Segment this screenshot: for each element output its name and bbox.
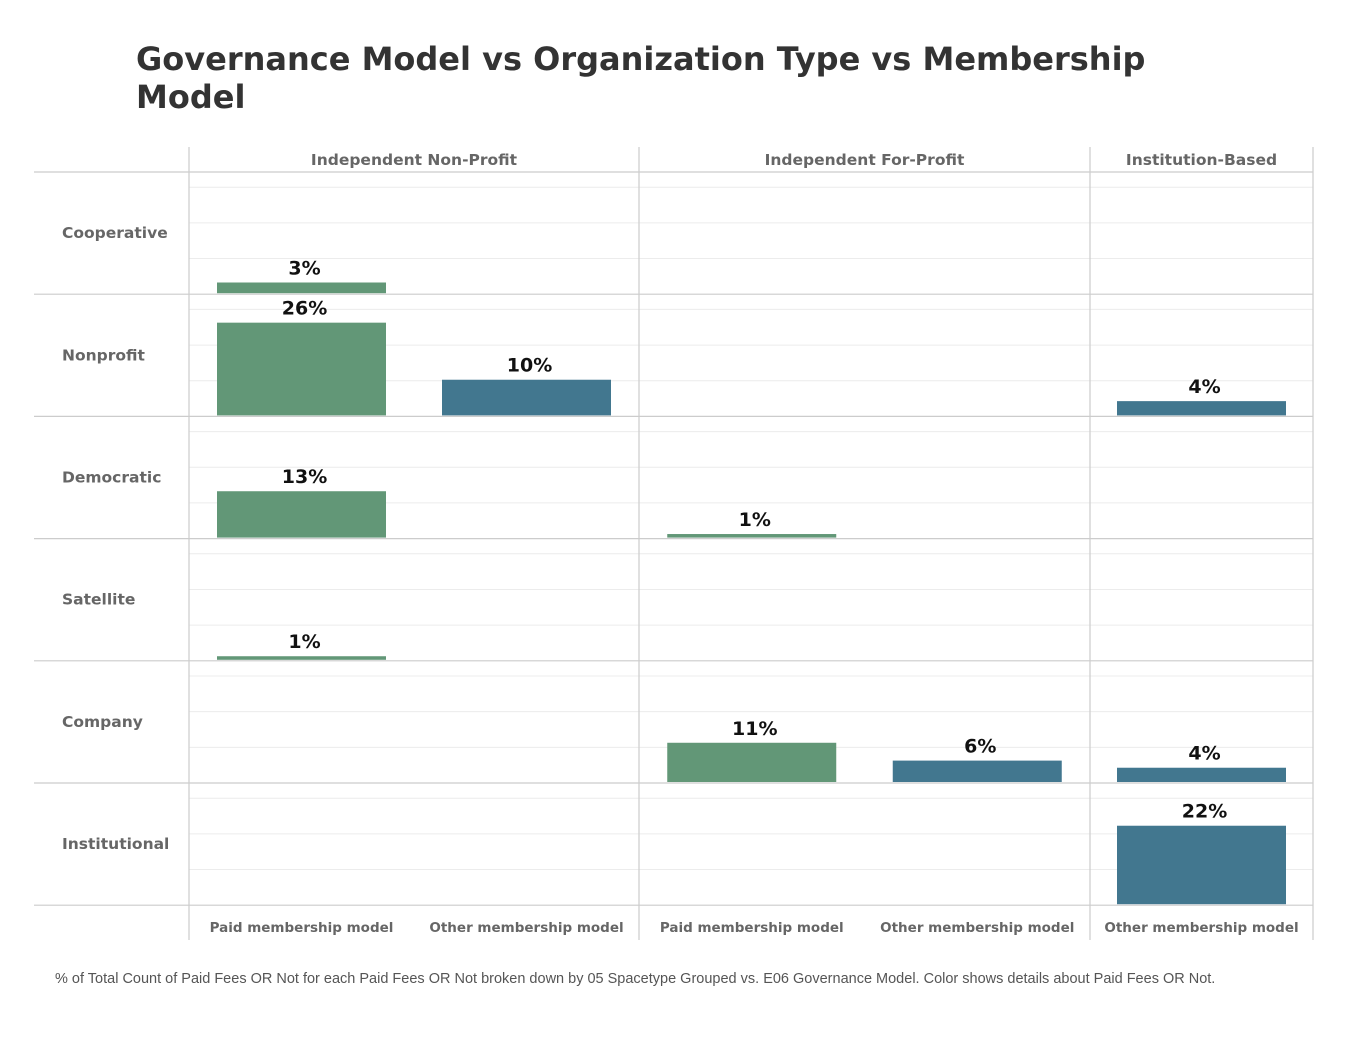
row-label-democratic: Democratic xyxy=(62,469,161,487)
data-label: 3% xyxy=(288,258,320,280)
data-label: 1% xyxy=(288,631,320,653)
column-header-institution-based: Institution-Based xyxy=(1126,151,1277,169)
row-label-company: Company xyxy=(62,713,143,731)
data-label: 6% xyxy=(964,736,996,758)
data-label: 4% xyxy=(1188,743,1220,765)
bar-nonprofit-independent-non-profit-paid-membership-model xyxy=(217,322,386,416)
bar-cooperative-independent-non-profit-paid-membership-model xyxy=(217,282,386,294)
row-label-satellite: Satellite xyxy=(62,591,135,609)
data-label: 4% xyxy=(1188,376,1220,398)
bar-company-independent-for-profit-paid-membership-model xyxy=(667,742,837,782)
bar-democratic-independent-non-profit-paid-membership-model xyxy=(217,491,386,538)
data-label: 1% xyxy=(739,509,771,531)
data-label: 10% xyxy=(507,355,552,377)
chart-title: Governance Model vs Organization Type vs… xyxy=(136,40,1146,116)
bar-institutional-institution-based-other-membership-model xyxy=(1117,825,1286,905)
data-label: 11% xyxy=(732,718,777,740)
x-tick-label: Paid membership model xyxy=(210,920,394,936)
bar-satellite-independent-non-profit-paid-membership-model xyxy=(217,656,386,660)
row-label-nonprofit: Nonprofit xyxy=(62,346,146,364)
x-tick-label: Other membership model xyxy=(1104,920,1298,936)
bar-company-institution-based-other-membership-model xyxy=(1117,767,1286,782)
data-label: 22% xyxy=(1182,801,1227,823)
bar-company-independent-for-profit-other-membership-model xyxy=(892,760,1062,782)
row-label-cooperative: Cooperative xyxy=(62,224,168,242)
x-tick-label: Other membership model xyxy=(429,920,623,936)
bar-nonprofit-institution-based-other-membership-model xyxy=(1117,401,1286,416)
bar-democratic-independent-for-profit-paid-membership-model xyxy=(667,534,837,538)
data-label: 26% xyxy=(282,298,327,320)
bar-nonprofit-independent-non-profit-other-membership-model xyxy=(442,379,611,416)
column-header-independent-non-profit: Independent Non-Profit xyxy=(311,151,518,169)
row-label-institutional: Institutional xyxy=(62,835,169,853)
data-label: 13% xyxy=(282,466,327,488)
x-tick-label: Paid membership model xyxy=(660,920,844,936)
chart-caption: % of Total Count of Paid Fees OR Not for… xyxy=(55,971,1216,987)
column-header-independent-for-profit: Independent For-Profit xyxy=(765,151,965,169)
x-tick-label: Other membership model xyxy=(880,920,1074,936)
